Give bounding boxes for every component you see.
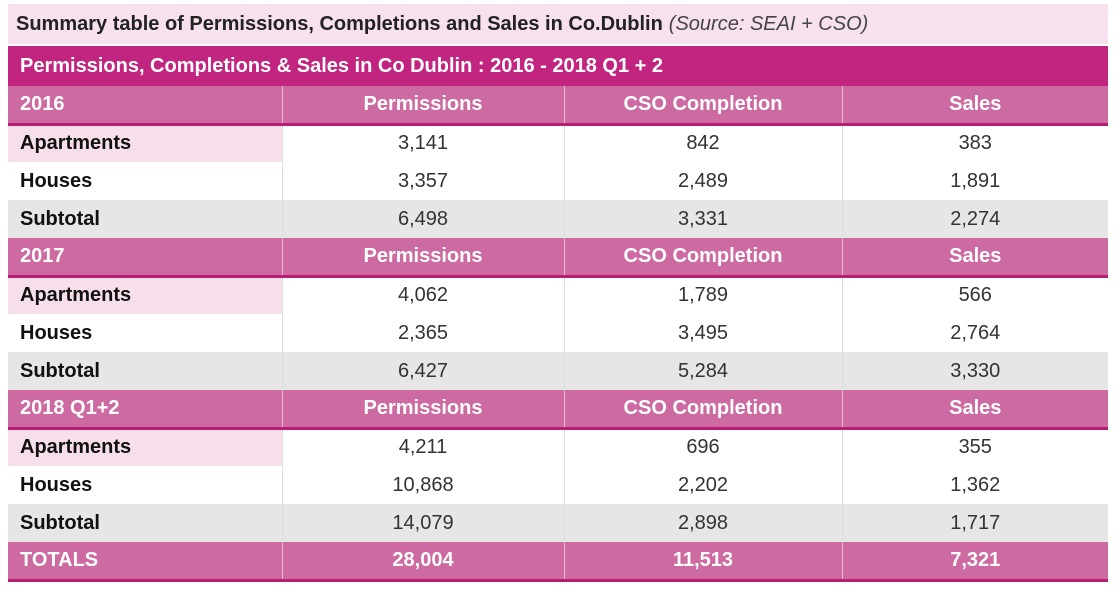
column-header-permissions: Permissions (281, 390, 564, 430)
section-year: 2016 (8, 86, 282, 126)
table-header: Permissions, Completions & Sales in Co D… (8, 46, 1108, 86)
cell-sales: 3,330 (841, 352, 1108, 390)
cell-permissions: 4,062 (281, 276, 564, 314)
total-sales: 7,321 (841, 542, 1108, 582)
column-header-completion: CSO Completion (563, 86, 842, 126)
cell-permissions: 4,211 (281, 428, 564, 466)
title-main: Summary table of Permissions, Completion… (16, 12, 663, 35)
subtotal-row: Subtotal 6,427 5,284 3,330 (8, 352, 1108, 390)
column-header-sales: Sales (841, 238, 1108, 278)
table-row: Apartments 3,141 842 383 (8, 124, 1108, 162)
subtotal-row: Subtotal 14,079 2,898 1,717 (8, 504, 1108, 542)
row-label: Houses (8, 162, 282, 200)
section-header-row: 2017 Permissions CSO Completion Sales (8, 238, 1108, 278)
cell-completion: 3,331 (563, 200, 842, 238)
column-header-permissions: Permissions (281, 86, 564, 126)
table-header-row: Permissions, Completions & Sales in Co D… (8, 46, 1108, 86)
cell-completion: 2,489 (563, 162, 842, 200)
data-table: Permissions, Completions & Sales in Co D… (8, 46, 1108, 582)
cell-completion: 5,284 (563, 352, 842, 390)
row-label: Apartments (8, 124, 282, 162)
cell-completion: 1,789 (563, 276, 842, 314)
cell-sales: 2,764 (841, 314, 1108, 352)
title-source: (Source: SEAI + CSO) (668, 12, 869, 35)
table-row: Apartments 4,062 1,789 566 (8, 276, 1108, 314)
cell-sales: 1,362 (841, 466, 1108, 504)
cell-sales: 1,891 (841, 162, 1108, 200)
cell-sales: 566 (841, 276, 1108, 314)
table-row: Houses 2,365 3,495 2,764 (8, 314, 1108, 352)
section-header-row: 2018 Q1+2 Permissions CSO Completion Sal… (8, 390, 1108, 430)
table-row: Houses 3,357 2,489 1,891 (8, 162, 1108, 200)
row-label: Apartments (8, 428, 282, 466)
table-row: Apartments 4,211 696 355 (8, 428, 1108, 466)
section-header-row: 2016 Permissions CSO Completion Sales (8, 86, 1108, 126)
row-label: Apartments (8, 276, 282, 314)
cell-permissions: 14,079 (281, 504, 564, 542)
table-row: Houses 10,868 2,202 1,362 (8, 466, 1108, 504)
row-label: Houses (8, 466, 282, 504)
row-label: Subtotal (8, 504, 282, 542)
column-header-sales: Sales (841, 86, 1108, 126)
row-label: Subtotal (8, 352, 282, 390)
total-completion: 11,513 (563, 542, 842, 582)
row-label: Houses (8, 314, 282, 352)
cell-permissions: 3,141 (281, 124, 564, 162)
cell-completion: 3,495 (563, 314, 842, 352)
column-header-completion: CSO Completion (563, 238, 842, 278)
cell-completion: 696 (563, 428, 842, 466)
cell-sales: 1,717 (841, 504, 1108, 542)
cell-sales: 355 (841, 428, 1108, 466)
column-header-completion: CSO Completion (563, 390, 842, 430)
section-year: 2017 (8, 238, 282, 278)
row-label: Subtotal (8, 200, 282, 238)
cell-sales: 2,274 (841, 200, 1108, 238)
totals-row: TOTALS 28,004 11,513 7,321 (8, 542, 1108, 582)
cell-sales: 383 (841, 124, 1108, 162)
cell-permissions: 10,868 (281, 466, 564, 504)
cell-permissions: 2,365 (281, 314, 564, 352)
cell-permissions: 6,498 (281, 200, 564, 238)
cell-completion: 2,898 (563, 504, 842, 542)
total-permissions: 28,004 (281, 542, 564, 582)
column-header-permissions: Permissions (281, 238, 564, 278)
column-header-sales: Sales (841, 390, 1108, 430)
cell-completion: 2,202 (563, 466, 842, 504)
cell-permissions: 6,427 (281, 352, 564, 390)
subtotal-row: Subtotal 6,498 3,331 2,274 (8, 200, 1108, 238)
cell-completion: 842 (563, 124, 842, 162)
totals-label: TOTALS (8, 542, 282, 582)
figure-title: Summary table of Permissions, Completion… (8, 4, 1108, 44)
cell-permissions: 3,357 (281, 162, 564, 200)
section-year: 2018 Q1+2 (8, 390, 282, 430)
